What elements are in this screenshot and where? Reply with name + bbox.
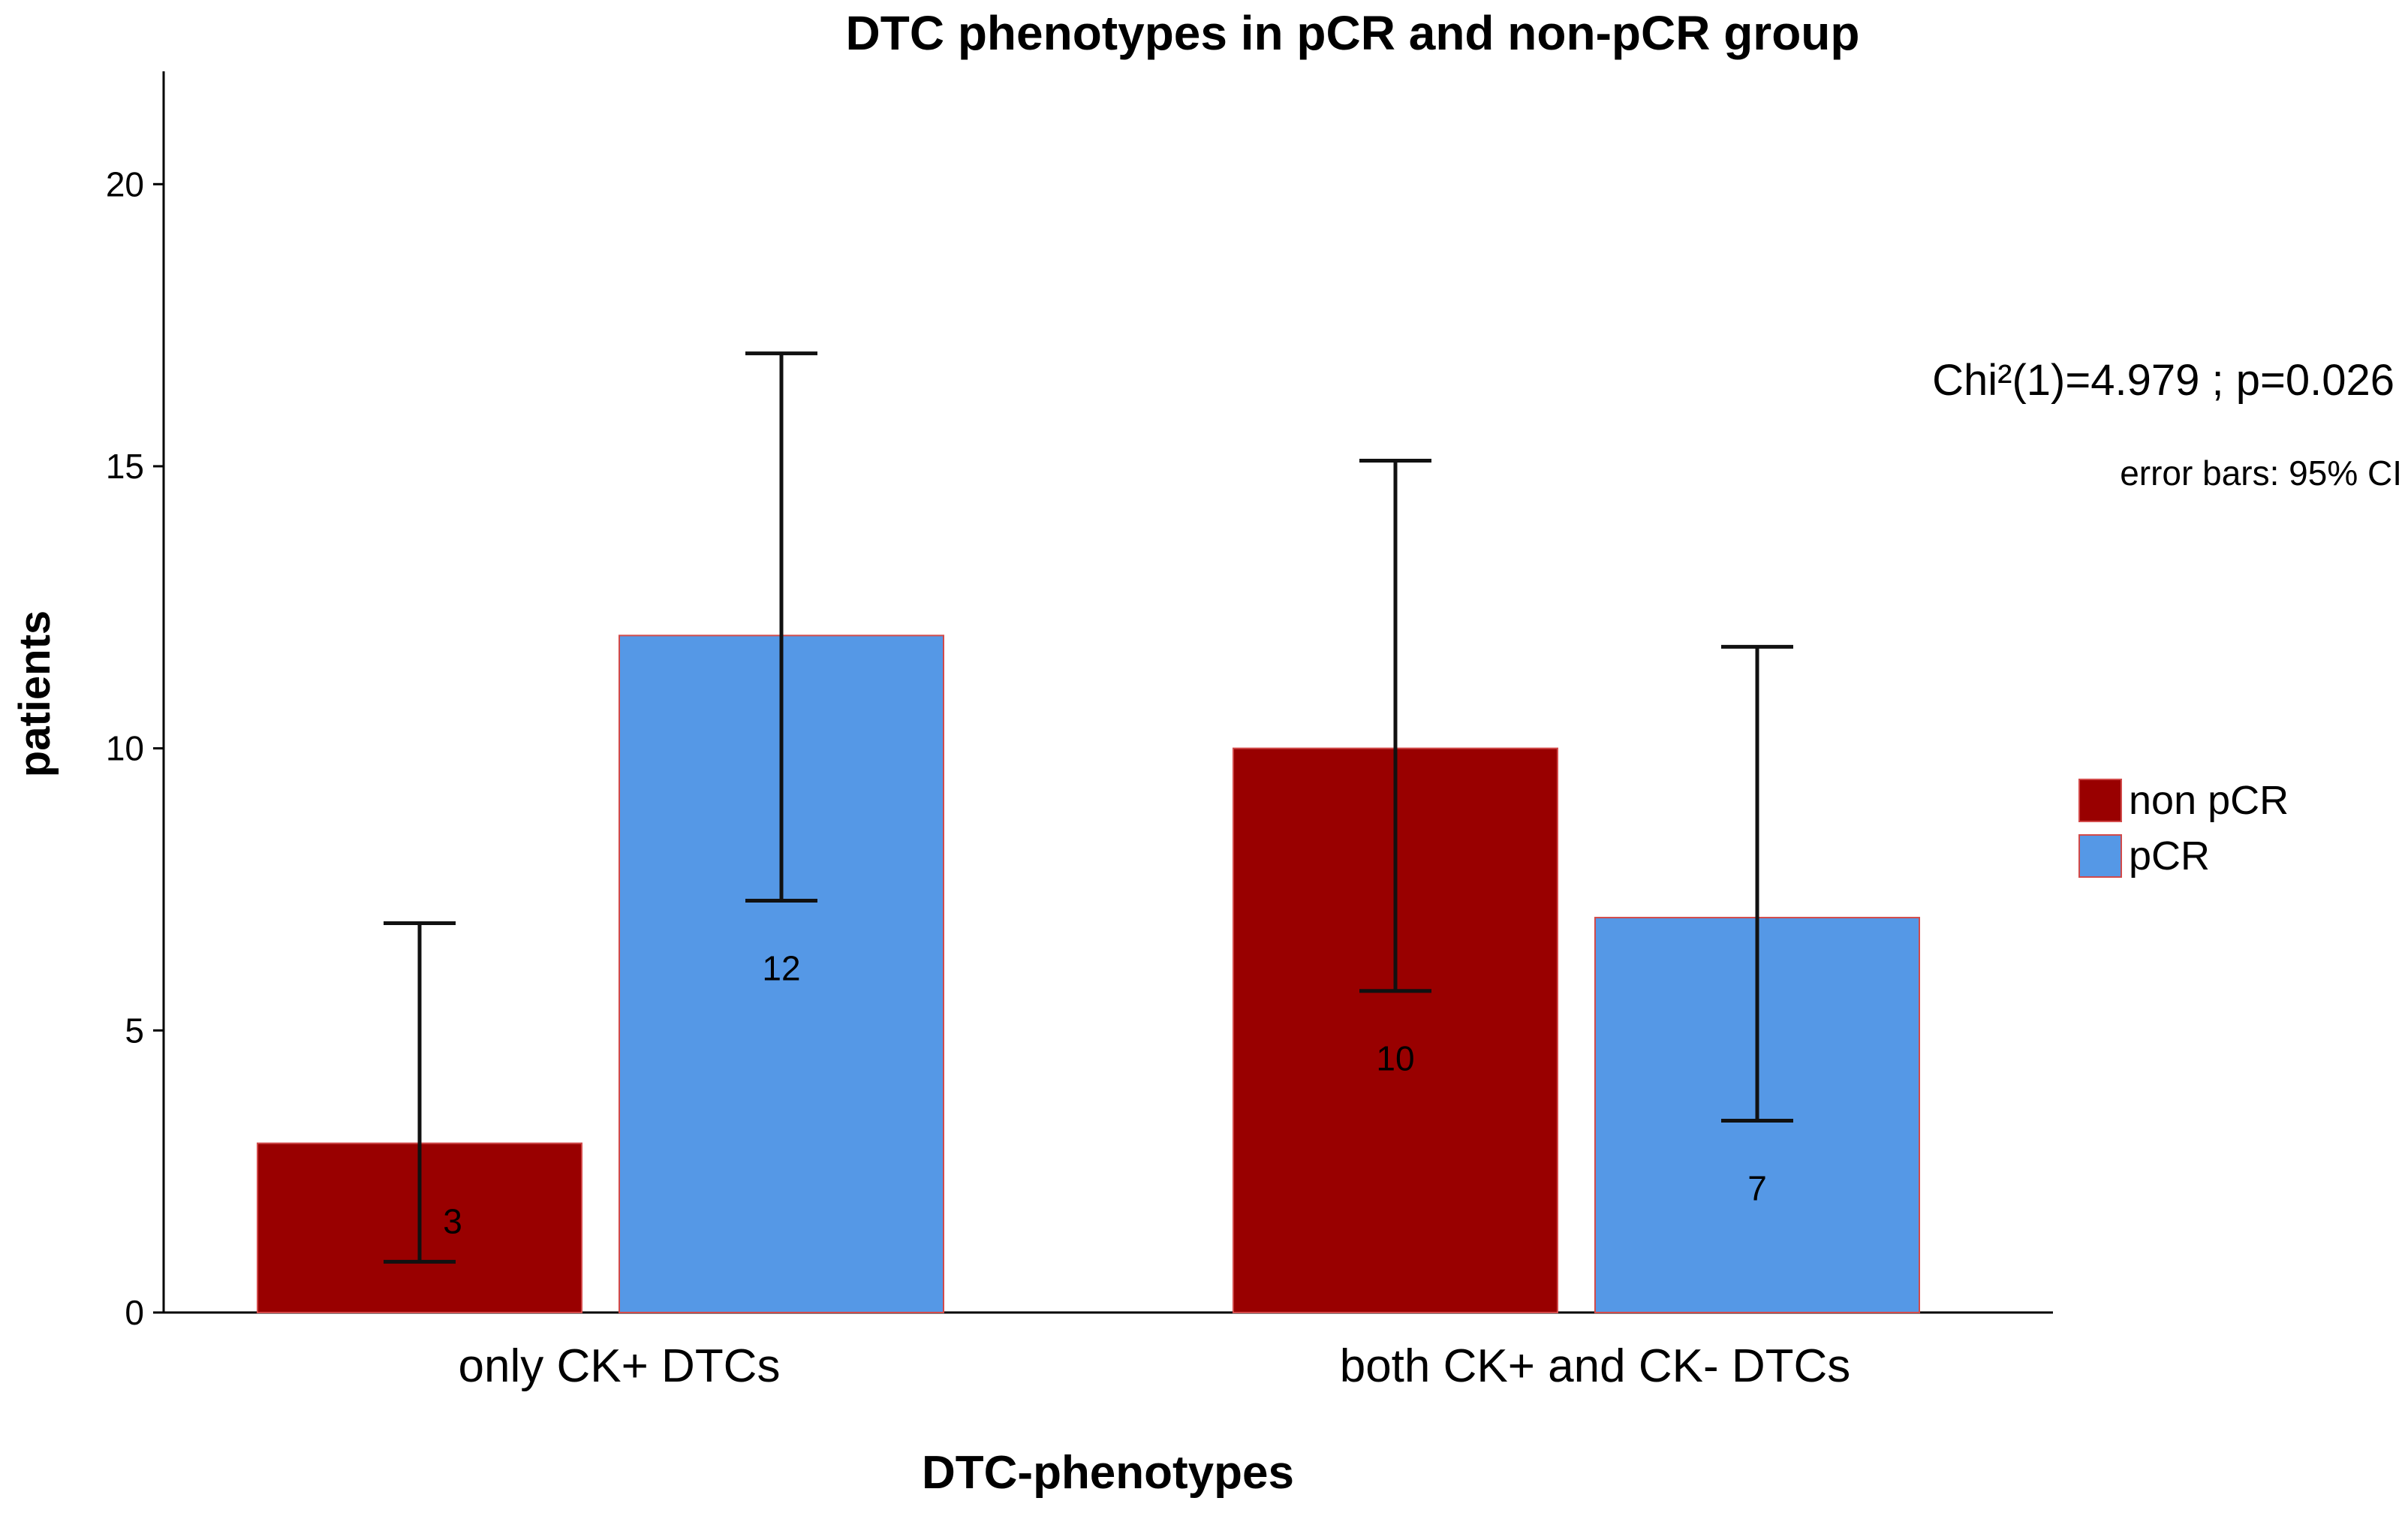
x-tick-label: both CK+ and CK- DTCs [1340,1340,1851,1392]
legend: non pCR pCR [2078,778,2289,879]
y-axis-label: patients [11,610,59,777]
y-tick-label: 20 [106,164,144,203]
x-tick-label: only CK+ DTCs [459,1340,781,1392]
data-label: 10 [1376,1039,1414,1078]
stat-annotation: Chi²(1)=4.979 ; p=0.026 [1932,356,2394,405]
data-label: 12 [762,949,800,988]
y-tick-label: 0 [125,1293,144,1332]
legend-label: non pCR [2129,778,2289,823]
y-tick-label: 10 [106,729,144,768]
data-label: 3 [443,1202,462,1241]
data-label: 7 [1747,1169,1767,1208]
y-tick-label: 5 [125,1011,144,1050]
legend-swatch [2078,779,2122,822]
x-axis-label: DTC-phenotypes [922,1447,1294,1499]
error-bars-note: error bars: 95% CI [2120,454,2402,493]
legend-label: pCR [2129,833,2210,879]
legend-swatch [2078,834,2122,878]
chart-title: DTC phenotypes in pCR and non-pCR group [846,6,1860,60]
y-tick-label: 15 [106,447,144,486]
